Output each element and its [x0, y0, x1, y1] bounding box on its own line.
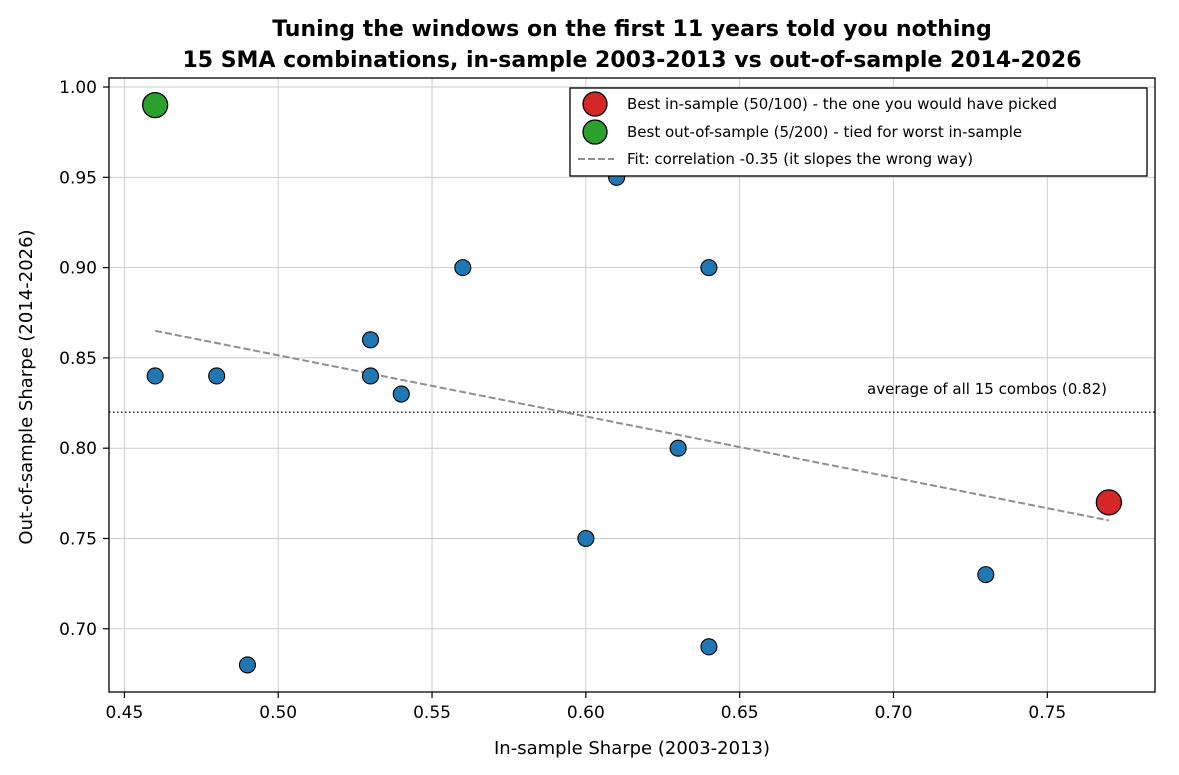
plot-frame — [108, 77, 1156, 693]
legend-label-best-out-of-sample: Best out-of-sample (5/200) - tied for wo… — [627, 123, 1022, 141]
data-point — [146, 367, 164, 385]
y-axis-label: Out-of-sample Sharpe (2014-2026) — [16, 229, 37, 544]
fit-line — [154, 329, 1110, 522]
legend-marker-best-in-sample — [582, 91, 608, 117]
data-point — [577, 529, 595, 548]
data-point — [392, 385, 410, 403]
best-out-of-sample-point — [141, 91, 169, 119]
y-tick-label: 0.85 — [59, 349, 97, 369]
y-tick-label: 1.00 — [59, 78, 97, 98]
x-tick-label: 0.65 — [721, 703, 759, 723]
data-point — [238, 656, 256, 674]
fit-line-group — [154, 329, 1110, 522]
y-tick-label: 0.75 — [59, 530, 97, 550]
legend: Best in-sample (50/100) - the one you wo… — [569, 87, 1148, 177]
x-tick-label: 0.50 — [259, 703, 297, 723]
data-point — [977, 566, 995, 584]
x-tick-label: 0.60 — [567, 703, 605, 723]
x-tick-label: 0.75 — [1028, 703, 1066, 723]
grid-lines — [109, 78, 1155, 692]
data-point — [700, 259, 718, 277]
x-axis-label: In-sample Sharpe (2003-2013) — [494, 738, 770, 759]
data-point — [700, 638, 718, 656]
y-tick-label: 0.90 — [59, 259, 97, 279]
tick-labels: 0.45 0.50 0.55 0.60 0.65 0.70 0.75 0.70 0.75 0.80… — [59, 78, 1066, 723]
reference-line-group: average of all 15 combos (0.82) — [109, 380, 1155, 413]
y-tick-label: 0.95 — [59, 168, 97, 188]
data-point — [361, 331, 380, 349]
legend-box — [569, 87, 1148, 177]
axes — [103, 77, 1156, 698]
x-tick-label: 0.45 — [105, 703, 143, 723]
x-tick-label: 0.55 — [413, 703, 451, 723]
data-point — [454, 259, 472, 277]
chart-title: Tuning the windows on the first 11 years… — [272, 17, 992, 42]
y-tick-label: 0.80 — [59, 439, 97, 459]
y-tick-label: 0.70 — [59, 620, 97, 640]
best-in-sample-point — [1095, 489, 1123, 516]
data-point — [208, 367, 226, 385]
data-point — [669, 439, 687, 457]
data-point — [361, 367, 380, 385]
legend-label-best-in-sample: Best in-sample (50/100) - the one you wo… — [627, 95, 1057, 113]
legend-marker-best-out-of-sample — [582, 119, 608, 145]
average-annotation: average of all 15 combos (0.82) — [867, 380, 1107, 398]
legend-label-fit-line: Fit: correlation -0.35 (it slopes the wr… — [627, 150, 973, 168]
x-tick-label: 0.70 — [875, 703, 913, 723]
chart-subtitle: 15 SMA combinations, in-sample 2003-2013… — [182, 48, 1081, 73]
